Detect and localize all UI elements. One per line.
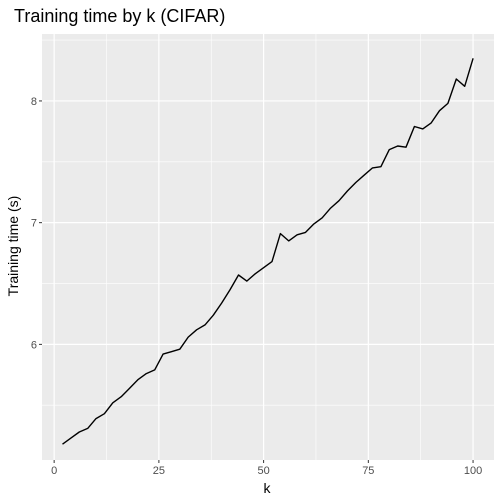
plot-panel [42,34,494,460]
axis-ticks: 0 25 50 75 100 6 7 8 [31,96,482,477]
x-tick-label: 50 [257,465,269,477]
series-layer [62,58,474,445]
x-axis-title: k [264,480,272,496]
x-tick-label: 25 [153,465,165,477]
x-tick-label: 0 [51,465,57,477]
y-axis-title: Training time (s) [5,196,21,297]
series-line [62,58,474,445]
y-tick-label: 8 [31,96,37,108]
y-tick-label: 7 [31,218,37,230]
x-tick-label: 75 [362,465,374,477]
chart-title: Training time by k (CIFAR) [14,6,225,26]
x-tick-label: 100 [464,465,482,477]
major-gridlines [42,34,494,460]
minor-gridlines [42,34,494,460]
y-tick-label: 6 [31,339,37,351]
